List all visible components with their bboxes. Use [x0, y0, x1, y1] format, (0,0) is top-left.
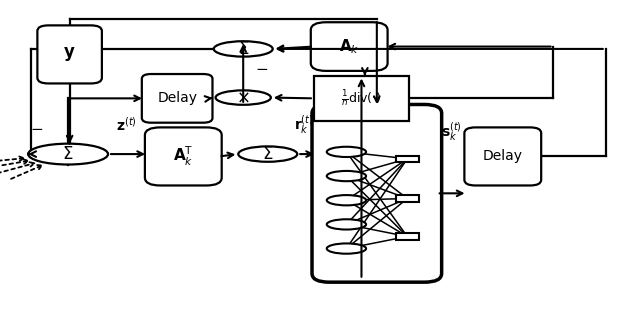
Bar	[396, 156, 419, 162]
Text: $\mathbf{z}^{(t)}$: $\mathbf{z}^{(t)}$	[116, 116, 137, 134]
Ellipse shape	[327, 219, 366, 230]
Ellipse shape	[216, 90, 271, 105]
FancyBboxPatch shape	[465, 128, 541, 185]
FancyBboxPatch shape	[37, 26, 102, 83]
Bar	[396, 233, 419, 240]
Text: Delay: Delay	[157, 91, 197, 105]
Text: $\mathbf{y}$: $\mathbf{y}$	[63, 45, 76, 63]
Text: $\mathbf{r}_k^{(t)}$: $\mathbf{r}_k^{(t)}$	[294, 114, 313, 137]
Text: $\frac{1}{n}\mathrm{div}(\cdot)$: $\frac{1}{n}\mathrm{div}(\cdot)$	[341, 88, 382, 109]
Text: $\Sigma$: $\Sigma$	[262, 145, 273, 163]
FancyBboxPatch shape	[311, 22, 388, 71]
Text: Delay: Delay	[483, 149, 523, 164]
Text: $\mathbf{A}_k^{\mathsf{T}}$: $\mathbf{A}_k^{\mathsf{T}}$	[173, 145, 193, 168]
Ellipse shape	[28, 144, 108, 164]
Ellipse shape	[327, 195, 366, 205]
Ellipse shape	[238, 146, 297, 162]
Text: $\times$: $\times$	[236, 89, 250, 107]
FancyBboxPatch shape	[142, 74, 212, 123]
FancyBboxPatch shape	[312, 105, 442, 282]
Bar	[314, 76, 409, 121]
Ellipse shape	[327, 243, 366, 254]
Text: $-$: $-$	[30, 120, 43, 135]
Text: $\Sigma$: $\Sigma$	[237, 40, 249, 58]
Ellipse shape	[327, 171, 366, 181]
Text: $-$: $-$	[255, 60, 269, 75]
Text: $\mathbf{A}_k$: $\mathbf{A}_k$	[339, 37, 360, 56]
Text: $\Sigma$: $\Sigma$	[63, 145, 74, 163]
Ellipse shape	[327, 147, 366, 157]
FancyBboxPatch shape	[145, 128, 221, 185]
Ellipse shape	[214, 41, 273, 57]
Text: $\mathbf{s}_k^{(t)}$: $\mathbf{s}_k^{(t)}$	[441, 121, 462, 144]
Bar	[396, 196, 419, 201]
